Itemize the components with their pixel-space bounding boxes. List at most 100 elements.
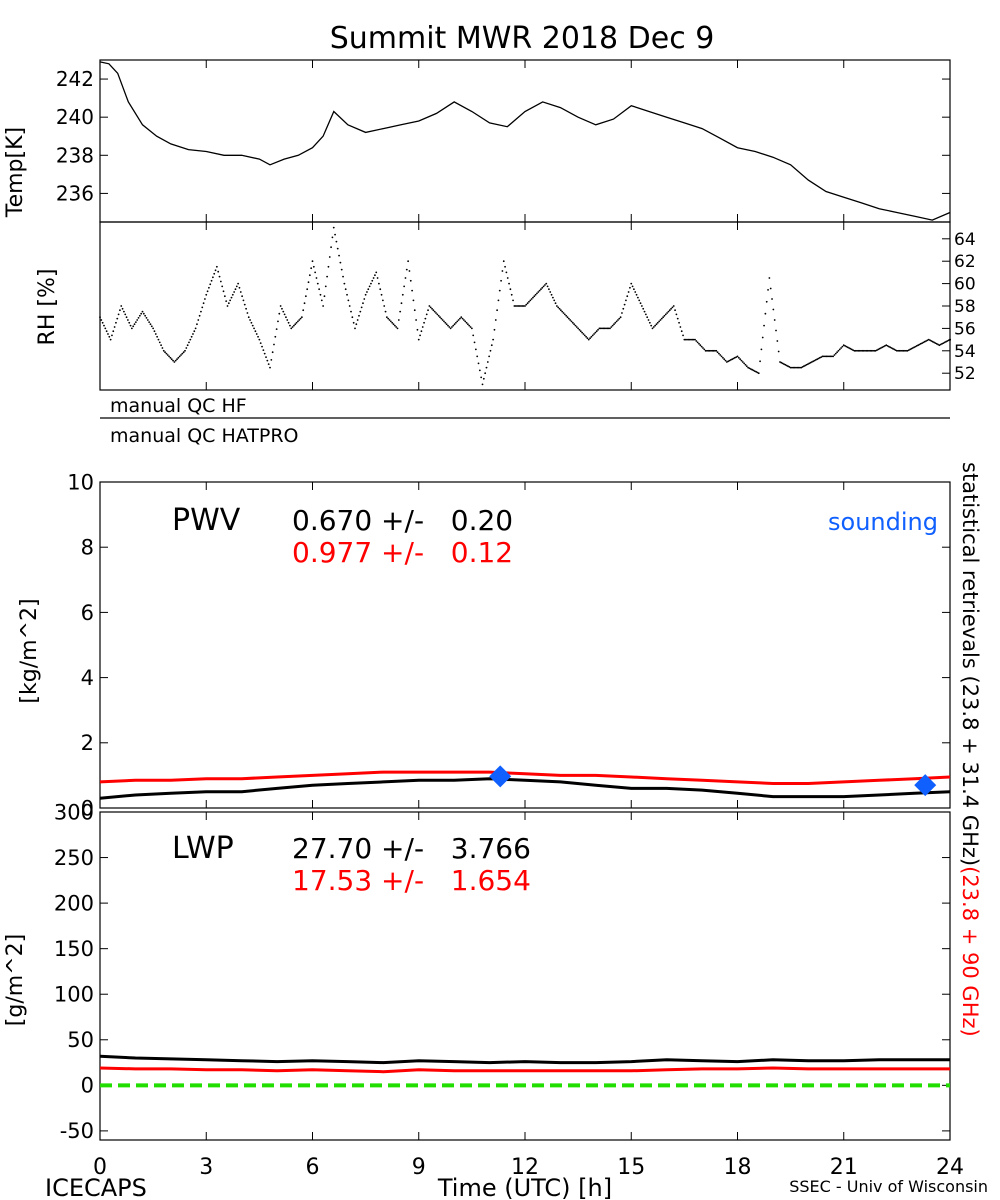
rh-point bbox=[270, 359, 273, 361]
rh-point bbox=[739, 358, 742, 361]
rh-point bbox=[606, 327, 609, 330]
temp-series-black bbox=[99, 61, 951, 221]
rh-point bbox=[283, 313, 286, 316]
rh-point bbox=[307, 281, 310, 284]
rh-point bbox=[267, 363, 270, 365]
rh-point bbox=[842, 344, 845, 347]
rh-point bbox=[791, 366, 793, 369]
rh-point bbox=[217, 270, 220, 273]
temp-y-tick-label: 242 bbox=[56, 67, 94, 91]
rh-point bbox=[808, 362, 811, 365]
rh-point bbox=[271, 351, 274, 354]
rh-point bbox=[698, 342, 700, 345]
rh-point bbox=[555, 305, 558, 307]
rh-point bbox=[513, 305, 516, 307]
rh-point bbox=[112, 330, 115, 333]
rh-point bbox=[542, 285, 545, 288]
rh-point bbox=[103, 324, 105, 327]
rh-point bbox=[129, 324, 132, 327]
rh-point bbox=[748, 367, 751, 370]
rh-point bbox=[743, 362, 746, 365]
rh-point bbox=[714, 349, 716, 352]
rh-point bbox=[249, 319, 251, 321]
rh-point bbox=[832, 355, 835, 358]
rh-point bbox=[193, 330, 196, 333]
rh-point bbox=[575, 326, 578, 328]
rh-point bbox=[840, 347, 842, 349]
rh-point bbox=[185, 347, 188, 349]
rh-point bbox=[463, 319, 465, 321]
rh-point bbox=[858, 349, 861, 352]
rh-y-tick-label: 64 bbox=[954, 230, 976, 250]
rh-point bbox=[781, 362, 784, 365]
rh-point bbox=[897, 349, 900, 352]
rh-point bbox=[136, 319, 139, 321]
rh-point bbox=[721, 356, 724, 359]
rh-point bbox=[489, 349, 492, 352]
rh-point bbox=[243, 303, 246, 306]
rh-point bbox=[856, 349, 858, 352]
rh-point bbox=[763, 324, 765, 327]
rh-point bbox=[153, 330, 156, 333]
rh-point bbox=[416, 328, 419, 331]
rh-point bbox=[100, 319, 103, 321]
rh-point bbox=[704, 349, 707, 352]
rh-point bbox=[582, 333, 585, 335]
rh-point bbox=[921, 342, 924, 344]
rh-point bbox=[522, 305, 525, 307]
rh-point bbox=[814, 359, 817, 361]
rh-point bbox=[906, 349, 909, 352]
rh-point bbox=[587, 338, 590, 341]
rh-point bbox=[328, 256, 331, 258]
rh-point bbox=[565, 314, 568, 317]
rh-point bbox=[806, 363, 809, 365]
lwp-series-red bbox=[99, 1066, 950, 1074]
rh-point bbox=[295, 321, 298, 324]
rh-point bbox=[347, 299, 350, 302]
rh-point bbox=[322, 305, 325, 307]
rh-point bbox=[830, 355, 833, 358]
rh-point bbox=[277, 320, 279, 323]
rh-point bbox=[884, 345, 886, 347]
rh-point bbox=[779, 361, 781, 363]
rh-point bbox=[315, 277, 318, 279]
rh-point bbox=[213, 272, 216, 275]
rh-point bbox=[648, 321, 651, 324]
rh-point bbox=[769, 287, 772, 290]
rh-point bbox=[741, 361, 744, 363]
rh-point bbox=[852, 349, 854, 351]
rh-point bbox=[453, 323, 456, 326]
rh-point bbox=[528, 300, 530, 303]
rh-point bbox=[327, 265, 330, 268]
pwv-y-tick-label: 8 bbox=[81, 536, 94, 560]
rh-point bbox=[231, 293, 234, 296]
rh-point bbox=[841, 345, 844, 348]
rh-point bbox=[298, 319, 301, 321]
rh-point bbox=[903, 349, 906, 352]
rh-point bbox=[429, 306, 432, 309]
rh-point bbox=[926, 339, 929, 342]
rh-point bbox=[286, 319, 289, 321]
rh-point bbox=[391, 321, 394, 324]
rh-point bbox=[413, 309, 416, 312]
rh-point bbox=[797, 366, 800, 369]
rh-point bbox=[534, 293, 537, 296]
rh-point bbox=[219, 280, 222, 283]
rh-point bbox=[544, 284, 546, 286]
rh-point bbox=[351, 316, 354, 319]
rh-point bbox=[731, 358, 734, 361]
rh-point bbox=[548, 288, 550, 291]
rh-point bbox=[141, 310, 144, 313]
rh-point bbox=[109, 338, 112, 341]
rh-point bbox=[870, 349, 873, 352]
rh-point bbox=[917, 344, 920, 347]
rh-point bbox=[221, 285, 224, 288]
side-label-black: statistical retrievals (23.8 + 31.4 GHz) bbox=[958, 462, 982, 866]
rh-point bbox=[465, 321, 468, 324]
rh-point bbox=[757, 372, 760, 375]
rh-point bbox=[331, 236, 334, 239]
rh-point bbox=[569, 319, 572, 321]
rh-point bbox=[420, 330, 423, 333]
rh-point bbox=[538, 289, 541, 292]
rh-point bbox=[452, 324, 455, 327]
